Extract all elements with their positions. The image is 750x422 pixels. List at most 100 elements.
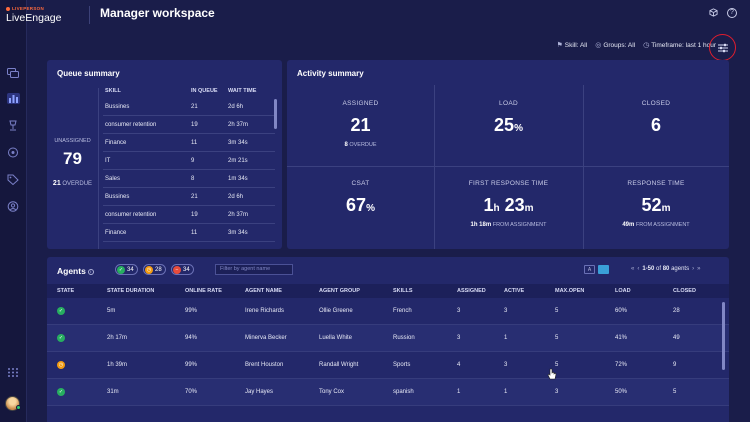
clock-icon: ◷	[643, 42, 650, 49]
col-state[interactable]: STATE	[57, 288, 75, 294]
compact-view-toggle[interactable]: A	[584, 265, 595, 274]
agent-maxopen-cell: 5	[555, 362, 559, 368]
col-skill[interactable]: SKILL	[105, 88, 121, 94]
queue-skill-cell: consumer retention	[105, 211, 157, 218]
agents-table-header: STATE STATE DURATION ONLINE RATE AGENT N…	[47, 284, 729, 298]
agent-closed-cell: 9	[673, 362, 677, 368]
help-icon[interactable]: ?	[727, 8, 737, 18]
queue-row[interactable]: Bussines 21 2d 6h	[103, 188, 275, 206]
queue-count-cell: 19	[191, 211, 198, 218]
agent-assigned-cell: 1	[457, 389, 461, 395]
queue-skill-cell: Sales	[105, 175, 121, 182]
minus-icon: −	[173, 265, 181, 274]
table-row[interactable]: ✓ 2h 17m 94% Minerva Becker Luella White Russ…	[47, 325, 729, 352]
agent-assigned-cell: 4	[457, 362, 461, 368]
unassigned-count: 79	[63, 149, 82, 168]
table-row[interactable]: ✓ 31m 70% Jay Hayes Tony Cox spanish 1 1 3 50% 5	[47, 379, 729, 406]
queue-count-cell: 9	[191, 157, 195, 164]
queue-wait-cell: 2d 6h	[228, 103, 244, 110]
queue-scrollbar[interactable]	[274, 99, 277, 129]
col-online-rate[interactable]: ONLINE RATE	[185, 288, 222, 294]
apps-grid-icon[interactable]	[7, 367, 20, 378]
activity-summary-panel: Activity summary ASSIGNED 21 8 OVERDUE L…	[287, 60, 729, 249]
info-icon[interactable]: i	[87, 269, 94, 275]
col-agent-group[interactable]: AGENT GROUP	[319, 288, 360, 294]
agents-scrollbar[interactable]	[722, 302, 725, 370]
filter-bar: ⚑ Skill: All ◎ Groups: All ◷ Timeframe: las…	[556, 41, 716, 50]
queue-row[interactable]: Sales 8 1m 34s	[103, 170, 275, 188]
app-logo[interactable]: LIVEPERSON LiveEngage	[6, 6, 86, 24]
campaigns-icon[interactable]	[7, 120, 20, 131]
col-active[interactable]: ACTIVE	[504, 288, 525, 294]
timeframe-filter[interactable]: ◷ Timeframe: last 1 hour	[643, 41, 716, 50]
agent-skills-cell: spanish	[393, 389, 414, 395]
conversations-icon[interactable]	[7, 68, 20, 79]
last-page-icon[interactable]: »	[697, 266, 701, 272]
queue-skill-cell: Finance	[105, 139, 127, 146]
pagination: « ‹ 1-50 of 80 agents › »	[631, 266, 701, 272]
agent-duration-cell: 2h 17m	[107, 335, 128, 341]
queue-table: SKILL IN QUEUE WAIT TIME Bussines 21 2d 6h…	[103, 88, 275, 242]
queue-wait-cell: 2h 37m	[228, 211, 249, 218]
queue-wait-cell: 2d 6h	[228, 193, 244, 200]
col-agent-name[interactable]: AGENT NAME	[245, 288, 282, 294]
col-in-queue[interactable]: IN QUEUE	[191, 88, 218, 94]
manager-workspace-icon[interactable]	[7, 93, 20, 104]
away-count-badge[interactable]: ◷ 28	[143, 264, 166, 275]
agent-name-cell: Brent Houston	[245, 362, 284, 368]
agents-panel: Agents i ✓ 34 ◷ 28 −34 Filter by agent name…	[47, 257, 729, 422]
next-page-icon[interactable]: ›	[692, 266, 695, 272]
cube-icon[interactable]	[708, 8, 718, 18]
first-page-icon[interactable]: «	[631, 266, 635, 272]
col-state-duration[interactable]: STATE DURATION	[107, 288, 155, 294]
users-icon[interactable]	[7, 201, 20, 212]
table-row[interactable]: ✓ 5m 99% Irene Richards Ollie Greene French 3 3…	[47, 298, 729, 325]
agent-search-input[interactable]: Filter by agent name	[215, 264, 293, 275]
col-closed[interactable]: CLOSED	[673, 288, 696, 294]
sliders-icon	[717, 43, 728, 52]
col-assigned[interactable]: ASSIGNED	[457, 288, 486, 294]
agent-group-cell: Tony Cox	[319, 389, 345, 395]
queue-row[interactable]: consumer retention 19 2h 37m	[103, 116, 275, 134]
expanded-view-toggle[interactable]	[598, 265, 609, 274]
agent-duration-cell: 1h 39m	[107, 362, 128, 368]
filter-settings-button[interactable]	[709, 34, 736, 61]
queue-count-cell: 11	[191, 139, 198, 146]
brand-name: LIVEPERSON	[12, 6, 45, 11]
queue-row[interactable]: consumer retention 19 2h 37m	[103, 206, 275, 224]
clock-icon: ◷	[145, 265, 153, 274]
agent-load-cell: 60%	[615, 308, 628, 314]
agents-table: STATE STATE DURATION ONLINE RATE AGENT N…	[47, 284, 729, 406]
skill-filter[interactable]: ⚑ Skill: All	[556, 41, 588, 50]
groups-filter[interactable]: ◎ Groups: All	[595, 41, 636, 50]
agent-active-cell: 3	[504, 362, 508, 368]
col-skills[interactable]: SKILLS	[393, 288, 413, 294]
agent-active-cell: 1	[504, 389, 508, 395]
check-icon: ✓	[117, 265, 125, 274]
queue-skill-cell: consumer retention	[105, 121, 157, 128]
agent-name-cell: Irene Richards	[245, 308, 285, 314]
prev-page-icon[interactable]: ‹	[637, 266, 640, 272]
col-wait-time[interactable]: WAIT TIME	[228, 88, 257, 94]
col-load[interactable]: LOAD	[615, 288, 631, 294]
queue-row[interactable]: Bussines 21 2d 6h	[103, 98, 275, 116]
automation-icon[interactable]	[7, 147, 20, 158]
queue-count-cell: 21	[191, 103, 198, 110]
busy-count-badge[interactable]: −34	[171, 264, 194, 275]
queue-summary-title: Queue summary	[57, 69, 120, 78]
queue-row[interactable]: Finance 11 3m 34s	[103, 134, 275, 152]
agents-toolbar: Agents i ✓ 34 ◷ 28 −34 Filter by agent name…	[47, 257, 729, 283]
tags-icon[interactable]	[7, 174, 20, 185]
agent-group-cell: Randall Wright	[319, 362, 359, 368]
agent-name-cell: Minerva Becker	[245, 335, 287, 341]
activity-summary-title: Activity summary	[297, 69, 364, 78]
online-count-badge[interactable]: ✓ 34	[115, 264, 138, 275]
queue-row[interactable]: Finance 11 3m 34s	[103, 224, 275, 242]
col-max-open[interactable]: MAX.OPEN	[555, 288, 585, 294]
agent-assigned-cell: 3	[457, 308, 461, 314]
closed-metric: CLOSED 6	[641, 100, 671, 135]
queue-row[interactable]: IT 9 2m 21s	[103, 152, 275, 170]
table-row[interactable]: ◷ 1h 39m 99% Brent Houston Randall Wright Spo…	[47, 352, 729, 379]
queue-skill-cell: Bussines	[105, 193, 130, 200]
queue-wait-cell: 2m 21s	[228, 157, 248, 164]
